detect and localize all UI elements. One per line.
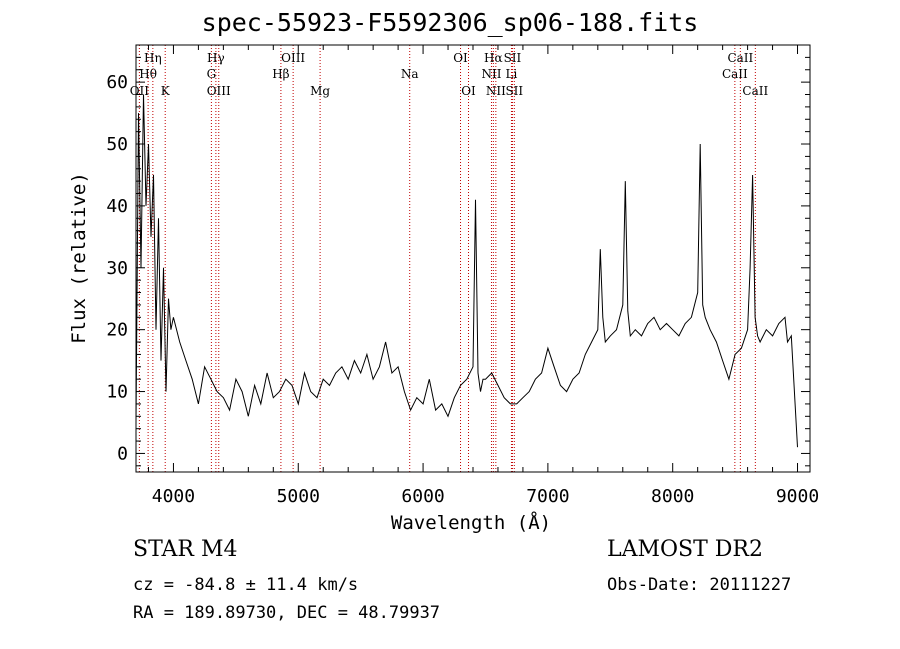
- y-axis-label: Flux (relative): [68, 172, 90, 344]
- axes: [135, 44, 811, 473]
- line-annotation: Hη: [144, 51, 162, 65]
- line-annotation: NII: [486, 84, 506, 98]
- line-annotation: SII: [505, 84, 523, 98]
- plot-frame: [135, 44, 811, 473]
- line-annotation: CaII: [727, 51, 753, 65]
- line-annotation: Mg: [310, 84, 330, 98]
- x-tick-label: 8000: [651, 486, 694, 507]
- line-annotation: Hγ: [207, 51, 225, 65]
- line-annotation: SII: [504, 51, 522, 65]
- line-annotation: CaII: [722, 67, 748, 81]
- x-tick-label: 6000: [401, 486, 444, 507]
- line-annotation: G: [207, 67, 217, 81]
- line-annotation: OII: [130, 84, 150, 98]
- x-tick-label: 4000: [152, 486, 195, 507]
- line-annotation: Na: [401, 67, 419, 81]
- line-annotation: Hθ: [139, 67, 157, 81]
- x-axis-label: Wavelength (Å): [391, 511, 551, 534]
- y-tick-label: 50: [106, 134, 128, 155]
- x-tick-label: 7000: [526, 486, 569, 507]
- chart-title: spec-55923-F5592306_sp06-188.fits: [201, 8, 699, 37]
- y-tick-label: 40: [106, 196, 128, 217]
- line-annotation: Li: [506, 67, 518, 81]
- line-annotation: OI: [453, 51, 468, 65]
- y-tick-label: 10: [106, 382, 128, 403]
- obs-date: Obs-Date: 20111227: [607, 575, 792, 595]
- line-annotation: OI: [461, 84, 476, 98]
- object-class: STAR M4: [133, 537, 238, 562]
- line-annotation: CaII: [742, 84, 768, 98]
- line-annotation: Hβ: [272, 67, 289, 81]
- redshift-readout: cz = -84.8 ± 11.4 km/s: [133, 575, 359, 595]
- ticks: 4000 5000 6000 7000 8000 9000 0 10 20 30 40 50 60: [106, 45, 819, 507]
- coordinates-readout: RA = 189.89730, DEC = 48.79937: [133, 603, 441, 623]
- y-tick-label: 0: [117, 443, 128, 464]
- line-annotation: NII: [481, 67, 501, 81]
- survey-label: LAMOST DR2: [607, 537, 763, 562]
- line-annotation: Hα: [484, 51, 503, 65]
- flux-series-line: [135, 94, 798, 448]
- series-group: [135, 94, 798, 448]
- x-tick-label: 9000: [776, 486, 819, 507]
- y-tick-label: 30: [106, 258, 128, 279]
- y-tick-label: 60: [106, 72, 128, 93]
- y-tick-label: 20: [106, 320, 128, 341]
- line-annotation: OIII: [207, 84, 231, 98]
- line-annotation: OIII: [281, 51, 305, 65]
- emission-line-markers: [138, 45, 756, 472]
- line-annotation: K: [161, 84, 171, 98]
- x-tick-label: 5000: [277, 486, 320, 507]
